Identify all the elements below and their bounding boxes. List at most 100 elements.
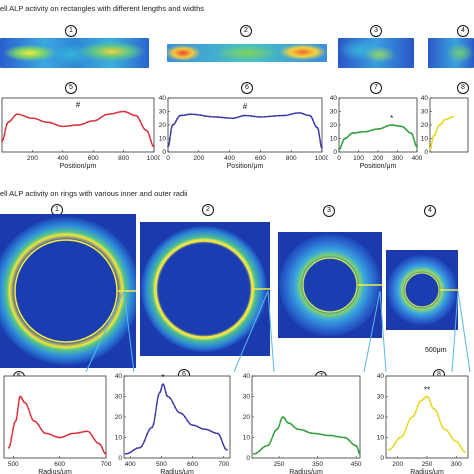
profile-point <box>274 430 276 432</box>
profile-point <box>211 431 214 433</box>
y-tick-label: 30 <box>330 109 338 116</box>
profile-point <box>89 120 92 123</box>
profile-point <box>88 431 91 434</box>
x-axis-label: Radius/μm <box>289 469 323 474</box>
profile-point <box>337 435 340 438</box>
profile-point <box>102 449 105 452</box>
y-tick-label: 0 <box>118 455 122 462</box>
y-tick-label: 10 <box>421 136 429 143</box>
profile-point <box>397 437 400 440</box>
profile-point <box>177 115 180 118</box>
profile-point <box>436 127 439 130</box>
profile-point <box>441 426 444 429</box>
profile-point <box>37 118 40 121</box>
profile-point <box>135 447 138 450</box>
profile-point <box>439 123 442 126</box>
profile-point <box>47 432 50 435</box>
profile-point <box>103 452 106 454</box>
y-tick-label: 40 <box>159 95 167 102</box>
x-tick-label: 200 <box>193 155 204 162</box>
scale-bar-label: 500μm <box>425 347 447 354</box>
plot-frame <box>123 375 231 459</box>
profile-point <box>208 115 211 118</box>
profile-point <box>148 135 151 137</box>
profile-point <box>464 450 466 453</box>
profile-point <box>413 414 415 417</box>
profile-point <box>352 444 355 446</box>
profile-point <box>282 114 285 117</box>
profile-point <box>268 443 271 445</box>
profile-point <box>350 132 352 135</box>
profile-point <box>186 420 189 422</box>
profile-point <box>33 420 35 422</box>
y-tick-label: 30 <box>115 394 123 401</box>
profile-point <box>152 423 155 425</box>
profile-point <box>61 125 64 128</box>
y-tick-label: 20 <box>159 122 167 129</box>
heatmap-rectangle-4 <box>428 38 474 68</box>
profile-point <box>413 141 416 143</box>
profile-point <box>53 435 55 437</box>
profile-point <box>68 125 70 127</box>
profile-point <box>148 428 151 431</box>
profile-point <box>29 413 32 416</box>
profile-point <box>310 115 313 118</box>
x-tick-label: 800 <box>118 155 129 162</box>
profile-point <box>171 401 174 404</box>
profile-point <box>437 415 440 417</box>
panel-number-a8: 8 <box>456 79 470 94</box>
x-tick-label: 0 <box>337 155 341 162</box>
profile-point <box>263 445 266 448</box>
x-tick-label: 250 <box>274 461 285 468</box>
profile-point <box>277 427 280 429</box>
profile-point <box>358 131 361 134</box>
profile-point <box>125 111 127 113</box>
heatmap-rectangle-3 <box>338 38 414 68</box>
profile-point <box>440 122 443 124</box>
profile-point <box>199 114 202 116</box>
profile-point <box>319 140 322 142</box>
profile-point <box>166 395 169 398</box>
profile-point <box>354 132 356 134</box>
profile-point <box>113 112 116 115</box>
profile-point <box>4 127 7 130</box>
profile-point <box>404 127 407 130</box>
profile-point <box>19 113 22 116</box>
profile-point <box>52 122 55 125</box>
profile-point <box>256 115 259 118</box>
profile-point <box>272 434 275 436</box>
profile-point <box>247 114 249 117</box>
profile-point <box>110 113 113 115</box>
profile-point <box>374 128 377 131</box>
profile-point <box>392 124 395 126</box>
profile-point <box>266 444 269 447</box>
profile-point <box>429 147 432 149</box>
profile-point <box>122 110 125 113</box>
panel-number-b1: 1 <box>50 201 64 216</box>
profile-point <box>224 447 226 450</box>
panel-number-a3: 3 <box>369 22 383 37</box>
profile-point <box>176 410 179 413</box>
profile-point <box>18 397 21 400</box>
profile-point <box>435 131 437 133</box>
profile-point <box>147 131 149 133</box>
profile-point <box>116 111 119 114</box>
y-tick-label: 20 <box>421 122 429 129</box>
significance-marker: * <box>161 373 164 382</box>
profile-point <box>204 115 206 117</box>
profile-point <box>86 430 89 433</box>
profile-point <box>291 424 294 427</box>
profile-point <box>199 427 201 429</box>
profile-point <box>194 113 197 116</box>
profile-point <box>15 417 18 420</box>
profile-point <box>132 114 135 117</box>
x-tick-label: 600 <box>54 461 65 468</box>
profile-point <box>339 147 342 150</box>
profile-point <box>40 120 43 122</box>
x-tick-label: 0 <box>166 155 170 162</box>
profile-point <box>431 139 434 142</box>
profile-point <box>163 384 165 387</box>
profile-point <box>170 126 173 128</box>
profile-point <box>184 416 186 418</box>
profile-point <box>442 120 444 123</box>
